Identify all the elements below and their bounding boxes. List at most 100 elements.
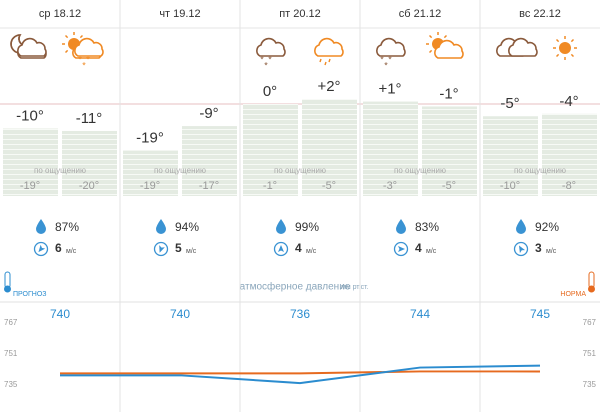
humidity-icon xyxy=(276,219,286,234)
temperature: -10° xyxy=(16,107,44,124)
temperature: 0° xyxy=(263,83,277,100)
humidity-icon xyxy=(156,219,166,234)
day-column: вс 22.12 -5° -4° по ощущению -10° -8° 92% 3 м/с 7… xyxy=(479,0,597,412)
snowflake: * xyxy=(388,54,392,64)
humidity: 94% xyxy=(175,220,199,234)
pressure-unit: мм рт.ст. xyxy=(341,284,369,291)
wind-icon xyxy=(393,241,409,257)
feels-night: -19° xyxy=(140,180,160,192)
sun-ray xyxy=(555,38,560,43)
sun-ray xyxy=(555,53,560,58)
cloud-icon xyxy=(434,39,464,59)
humidity: 87% xyxy=(55,220,79,234)
date: чт 19.12 xyxy=(159,8,200,20)
temperature-bar xyxy=(363,101,418,196)
wind-icon xyxy=(153,241,169,257)
pressure-tick-label: 751 xyxy=(583,349,597,358)
sun-ray xyxy=(428,34,433,39)
rain-drop xyxy=(324,61,327,66)
temperature: -5° xyxy=(500,95,519,112)
forecast-legend: ПРОГНОЗ xyxy=(4,271,47,298)
cloud-icon xyxy=(17,37,47,57)
pressure-tick-label: 735 xyxy=(4,380,18,389)
wind-icon xyxy=(273,241,289,257)
forecast-label: ПРОГНОЗ xyxy=(13,291,47,298)
feels-day: -5° xyxy=(322,180,336,192)
pressure: 745 xyxy=(530,307,550,321)
norm-line xyxy=(60,370,540,375)
humidity: 92% xyxy=(535,220,559,234)
humidity-icon xyxy=(516,219,526,234)
wind-unit: м/с xyxy=(186,248,197,255)
wind-arrow xyxy=(159,245,165,253)
snowflake: * xyxy=(384,60,388,70)
snowflake: * xyxy=(380,54,384,64)
humidity: 83% xyxy=(415,220,439,234)
feels-night: -19° xyxy=(20,180,40,192)
feels-day: -20° xyxy=(79,180,99,192)
feels-label: по ощущению xyxy=(274,166,326,175)
wind-arrow xyxy=(519,245,526,254)
sun-ray xyxy=(428,49,433,54)
temperature-bar xyxy=(182,126,237,196)
date: пт 20.12 xyxy=(279,8,321,20)
feels-label: по ощущению xyxy=(154,166,206,175)
snowflake: * xyxy=(78,54,82,64)
pressure-title: атмосферное давление xyxy=(240,281,351,293)
snowflake: * xyxy=(260,54,264,64)
wind-unit: м/с xyxy=(426,248,437,255)
wind-arrow xyxy=(278,245,284,252)
wind-unit: м/с xyxy=(306,248,317,255)
norm-legend: НОРМА xyxy=(560,271,595,298)
pressure-tick-label: 735 xyxy=(583,380,597,389)
snowflake: * xyxy=(82,60,86,70)
feels-night: -10° xyxy=(500,180,520,192)
snowflake: * xyxy=(264,60,268,70)
pressure-tick-label: 767 xyxy=(4,318,18,327)
cloud-icon xyxy=(256,37,286,57)
cloud-icon xyxy=(376,37,406,57)
cloud-icon xyxy=(74,37,104,57)
feels-day: -17° xyxy=(199,180,219,192)
sun-ray xyxy=(570,38,575,43)
sun-ray xyxy=(79,34,84,39)
temperature-bar xyxy=(542,113,597,196)
rain-drop xyxy=(328,58,331,63)
day-column: сб 21.12* **+1° -1°по ощущению-3° -5°83%4 м/… xyxy=(359,0,477,412)
snowflake: * xyxy=(268,54,272,64)
temperature-bar xyxy=(3,128,58,196)
rain-drop xyxy=(319,58,322,63)
temperature-bar xyxy=(62,130,117,196)
temperature: -11° xyxy=(76,110,103,127)
sun-ray xyxy=(64,49,69,54)
pressure-tick-label: 751 xyxy=(4,349,18,358)
temperature-bar xyxy=(422,106,477,196)
date: вс 22.12 xyxy=(519,8,561,20)
date: ср 18.12 xyxy=(39,8,81,20)
wind-icon xyxy=(513,241,529,257)
temperature-bar xyxy=(243,104,298,196)
sun-ray xyxy=(64,34,69,39)
feels-night: -3° xyxy=(383,180,397,192)
wind-speed: 4 xyxy=(415,241,422,255)
temperature: -9° xyxy=(199,105,218,122)
temperature-bar xyxy=(123,150,178,196)
feels-label: по ощущению xyxy=(394,166,446,175)
wind-unit: м/с xyxy=(546,248,557,255)
humidity: 99% xyxy=(295,220,319,234)
cloud-icon xyxy=(508,37,538,57)
temperature: -19° xyxy=(136,130,164,147)
pressure-line xyxy=(60,364,541,385)
temperature-bar xyxy=(302,99,357,196)
snowflake: * xyxy=(86,54,90,64)
sun-ray xyxy=(570,53,575,58)
pressure: 744 xyxy=(410,307,430,321)
humidity-icon xyxy=(396,219,406,234)
sun-ray xyxy=(443,34,448,39)
temperature-bar xyxy=(483,116,538,196)
thermometer-bulb xyxy=(4,285,11,293)
feels-label: по ощущению xyxy=(34,166,86,175)
sun-icon xyxy=(559,42,571,54)
temperature: +2° xyxy=(317,78,340,95)
